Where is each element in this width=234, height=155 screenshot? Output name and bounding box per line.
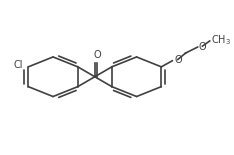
Text: Cl: Cl: [13, 60, 23, 70]
Text: O: O: [174, 55, 182, 65]
Text: O: O: [94, 50, 101, 60]
Text: CH$_3$: CH$_3$: [211, 33, 231, 47]
Text: O: O: [199, 42, 207, 52]
